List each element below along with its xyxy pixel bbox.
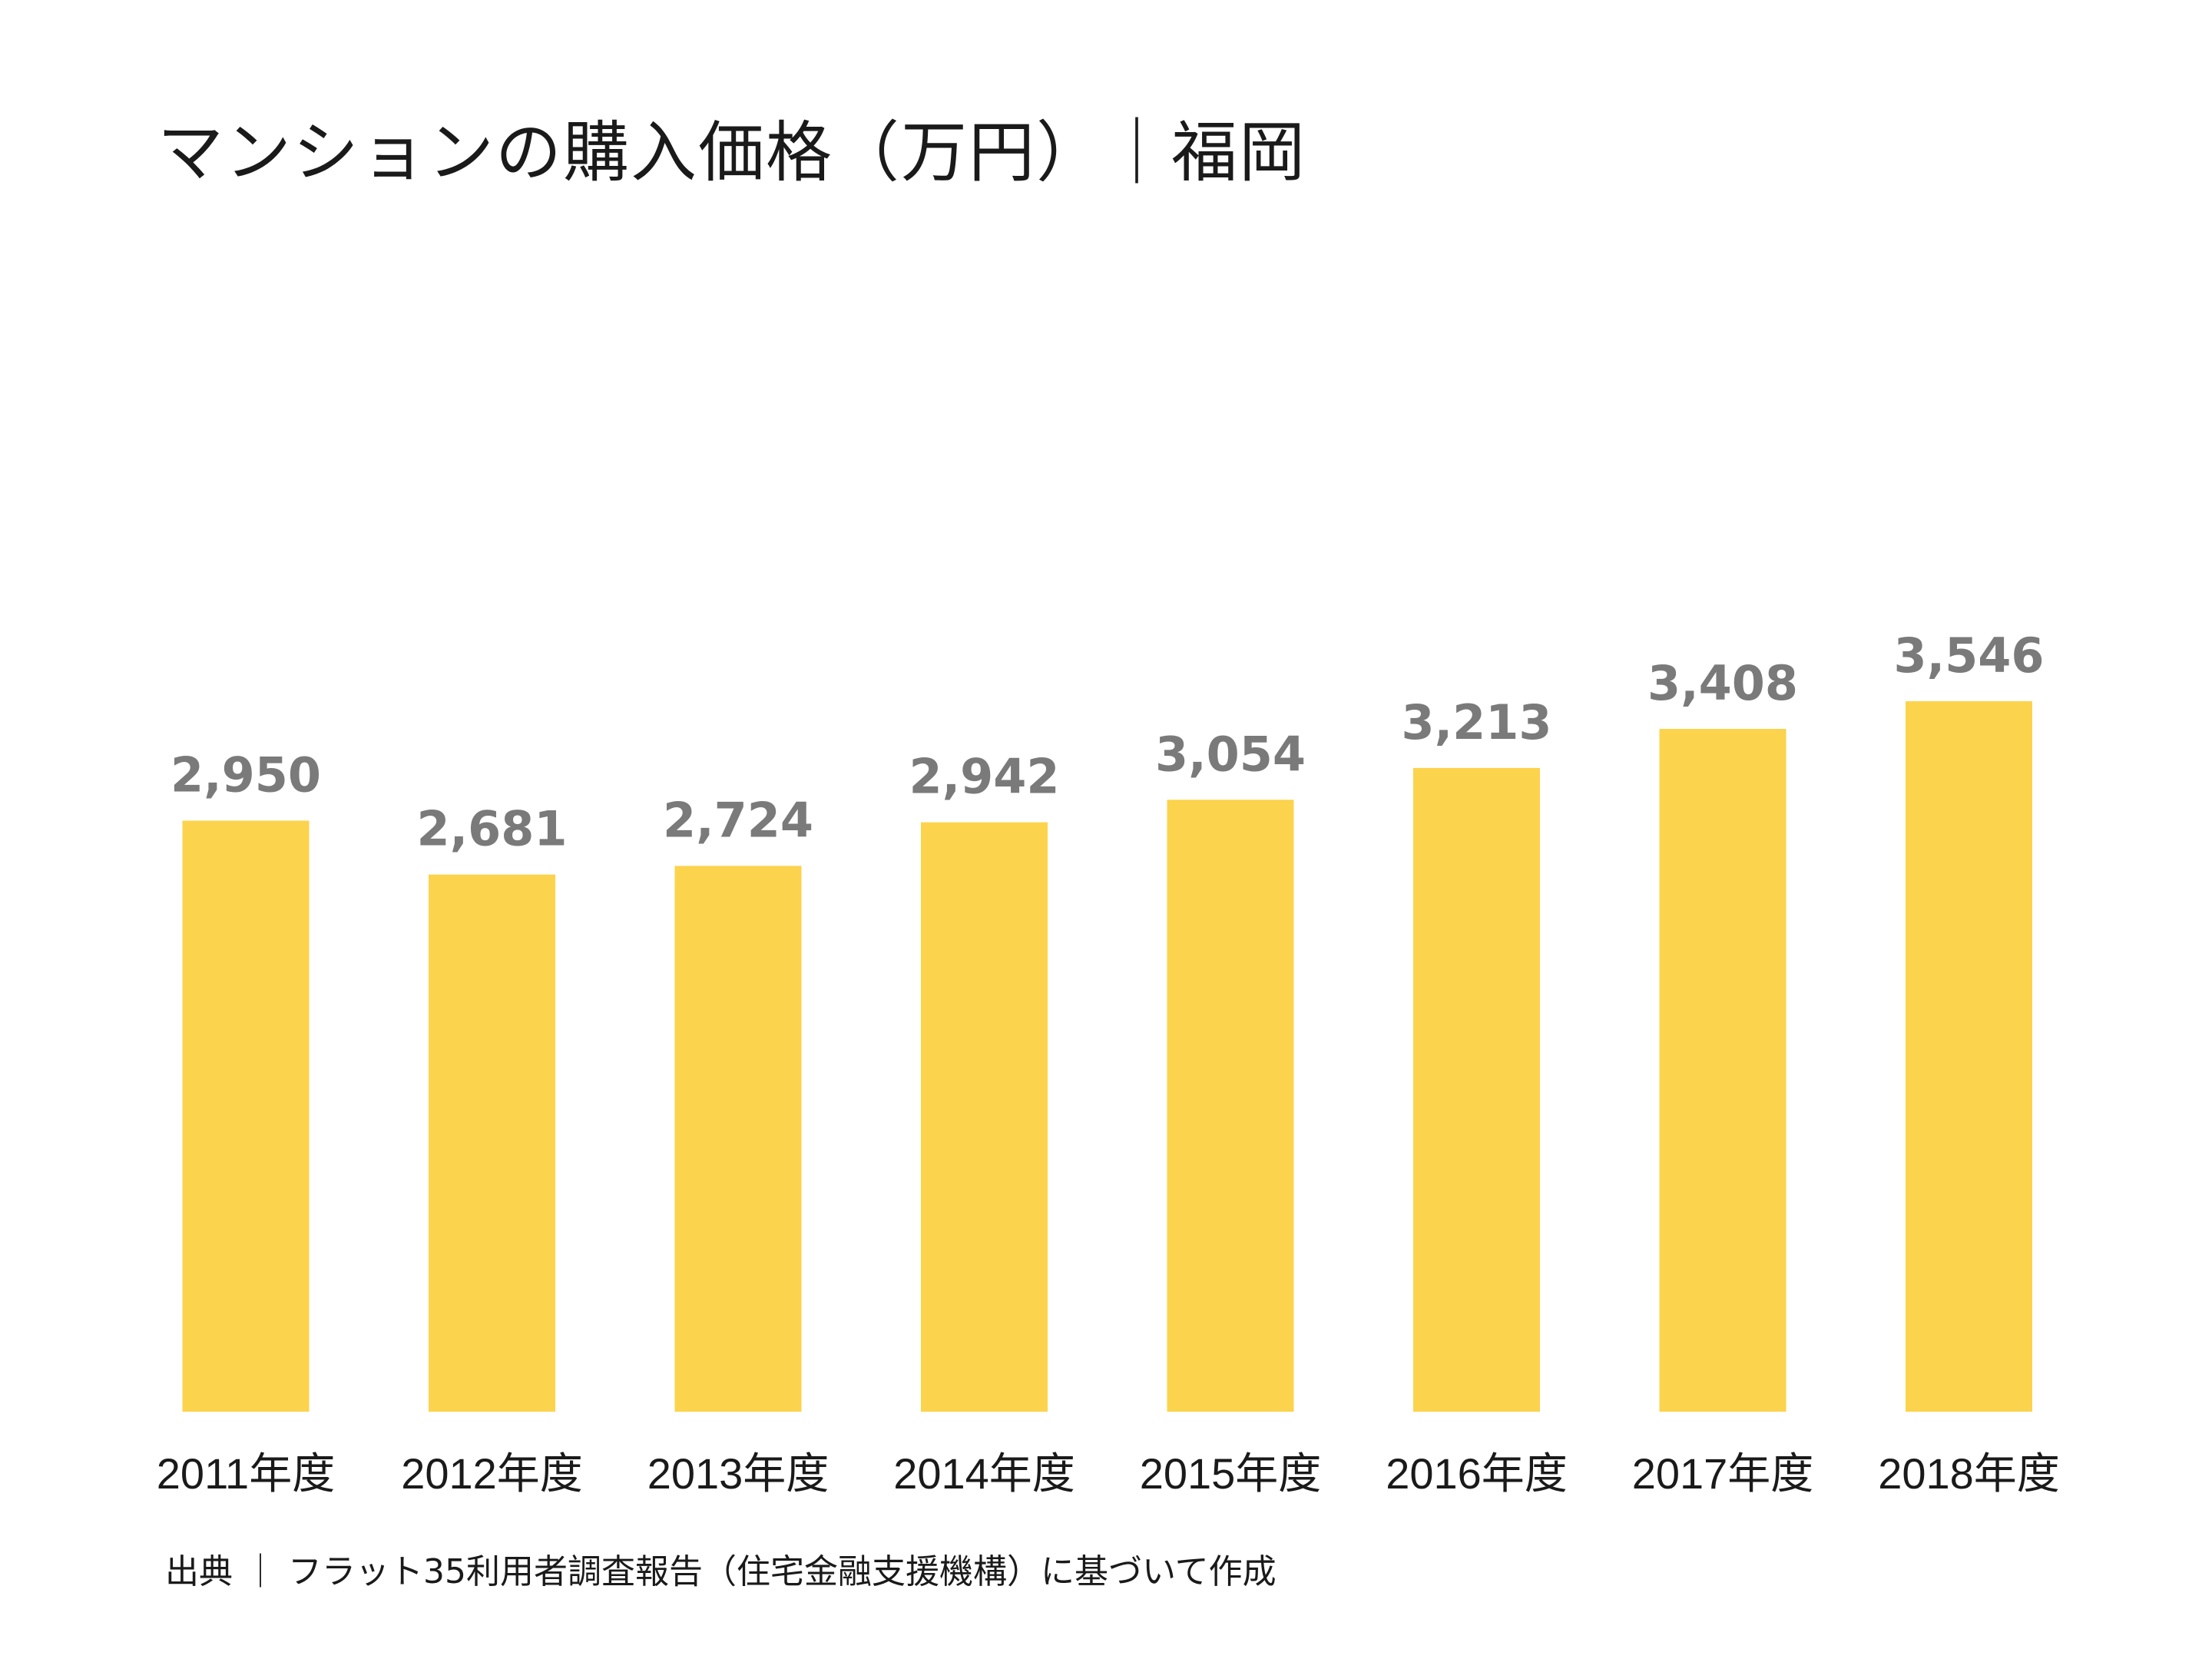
category-label: 2018年度: [1878, 1449, 2060, 1498]
value-labels-layer: 2,950 2,681 2,724 2,942 3,054 3,213 3,408 3,546: [171, 628, 2045, 857]
value-label: 3,213: [1401, 694, 1551, 750]
value-label: 2,681: [416, 801, 567, 857]
bar-2018年度: [1906, 701, 2032, 1412]
value-label: 3,546: [1893, 628, 2044, 684]
bar-2016年度: [1413, 767, 1540, 1412]
category-label: 2014年度: [893, 1449, 1075, 1498]
value-label: 2,724: [663, 792, 813, 848]
value-label: 2,942: [909, 749, 1059, 805]
category-label: 2017年度: [1632, 1449, 1814, 1498]
category-label: 2015年度: [1140, 1449, 1322, 1498]
value-label: 3,054: [1155, 726, 1306, 782]
bar-2017年度: [1659, 729, 1786, 1412]
category-label: 2016年度: [1386, 1449, 1568, 1498]
category-labels-layer: 2011年度 2012年度 2013年度 2014年度 2015年度 2016年度 2017…: [157, 1449, 2060, 1498]
chart-title: マンションの購入価格（万円）｜福岡: [157, 114, 1306, 191]
bar-2011年度: [182, 820, 310, 1412]
source-note: 出典 ｜ フラット35利用者調査報告（住宅金融支援機構）に基づいて作成: [165, 1552, 1277, 1591]
bar-2015年度: [1167, 800, 1294, 1412]
bar-2012年度: [429, 874, 555, 1412]
category-label: 2012年度: [401, 1449, 583, 1498]
value-label: 2,950: [171, 747, 321, 803]
value-label: 3,408: [1647, 655, 1798, 711]
category-label: 2011年度: [157, 1449, 335, 1498]
bar-2013年度: [674, 866, 802, 1412]
bar-2014年度: [921, 822, 1048, 1412]
bars-layer: [182, 701, 2032, 1412]
category-label: 2013年度: [647, 1449, 830, 1498]
